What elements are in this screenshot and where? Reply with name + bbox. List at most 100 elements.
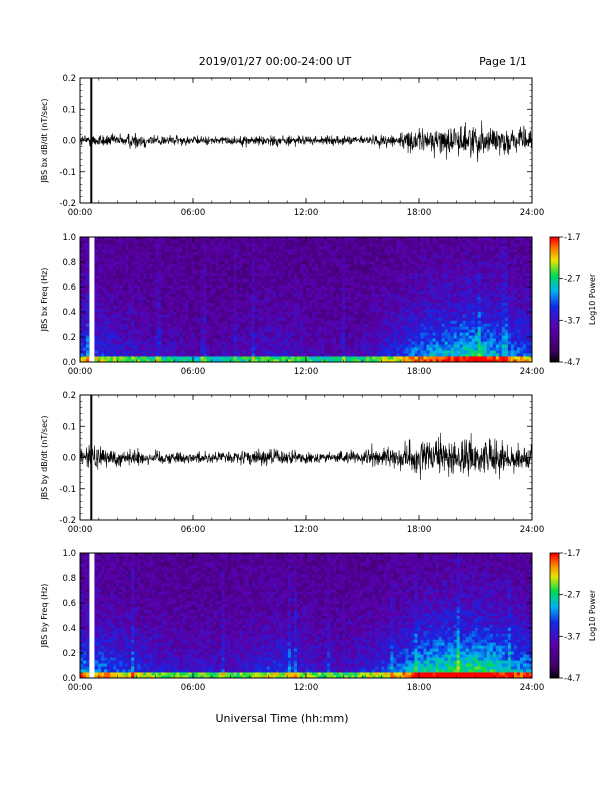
heatmap-cell [372, 359, 376, 363]
heatmap-cell [369, 248, 373, 253]
heatmap-cell [254, 356, 259, 360]
heatmap-cell [354, 263, 358, 268]
heatmap-cell [257, 284, 262, 288]
heatmap-cell [86, 350, 90, 354]
heatmap-cell [402, 350, 406, 354]
heatmap-cell [116, 272, 120, 277]
heatmap-cell [378, 359, 382, 363]
heatmap-cell [104, 263, 108, 268]
heatmap-cell [182, 272, 186, 277]
heatmap-cell [80, 239, 84, 244]
heatmap-cell [185, 353, 189, 357]
heatmap-cell [149, 359, 153, 363]
heatmap-cell [86, 341, 90, 345]
heatmap-cell [330, 269, 334, 274]
heatmap-cell [330, 278, 334, 283]
heatmap-cell [122, 275, 126, 280]
heatmap-cell [287, 353, 292, 357]
heatmap-cell [200, 308, 204, 312]
heatmap-cell [155, 296, 159, 300]
heatmap-cell [417, 323, 421, 327]
heatmap-cell [342, 308, 346, 312]
heatmap-cell [339, 257, 343, 262]
heatmap-cell [293, 329, 298, 333]
heatmap-cell [321, 341, 325, 345]
heatmap-cell [113, 237, 117, 241]
heatmap-cell [116, 269, 120, 274]
heatmap-cell [161, 350, 165, 354]
heatmap-cell [381, 341, 385, 345]
heatmap-cell [185, 317, 189, 321]
heatmap-cell [191, 248, 195, 253]
heatmap-cell [137, 308, 141, 312]
heatmap-cell [107, 254, 111, 259]
heatmap-cell [128, 290, 132, 294]
heatmap-cell [83, 350, 87, 354]
heatmap-cell [191, 260, 195, 265]
heatmap-cell [146, 299, 150, 303]
heatmap-cell [366, 353, 370, 357]
heatmap-cell [426, 266, 430, 271]
heatmap-cell [366, 278, 370, 283]
heatmap-cell [161, 293, 165, 297]
heatmap-cell [179, 266, 183, 271]
heatmap-cell [381, 335, 385, 339]
heatmap-cell [113, 251, 117, 256]
heatmap-cell [411, 356, 415, 360]
heatmap-cell [312, 278, 316, 283]
heatmap-cell [399, 275, 403, 280]
heatmap-cell [360, 272, 364, 277]
heatmap-cell [203, 263, 207, 268]
heatmap-cell [215, 251, 220, 256]
heatmap-cell [263, 260, 268, 265]
heatmap-cell [402, 281, 406, 286]
heatmap-cell [182, 320, 186, 324]
heatmap-cell [405, 254, 409, 259]
heatmap-cell [200, 311, 204, 315]
heatmap-cell [254, 305, 259, 309]
heatmap-cell [405, 305, 409, 309]
heatmap-cell [185, 308, 189, 312]
heatmap-cell [104, 353, 108, 357]
heatmap-cell [206, 344, 210, 348]
heatmap-cell [110, 323, 114, 327]
heatmap-cell [411, 284, 415, 288]
heatmap-cell [411, 329, 415, 333]
heatmap-cell [309, 245, 313, 250]
heatmap-cell [272, 323, 277, 327]
heatmap-cell [372, 263, 376, 268]
heatmap-cell [107, 350, 111, 354]
heatmap-cell [131, 281, 135, 286]
heatmap-cell [266, 299, 271, 303]
heatmap-cell [107, 275, 111, 280]
heatmap-cell [113, 293, 117, 297]
heatmap-cell [293, 257, 298, 262]
heatmap-cell [369, 239, 373, 244]
heatmap-cell [321, 317, 325, 321]
heatmap-cell [357, 320, 361, 324]
heatmap-cell [381, 269, 385, 274]
heatmap-cell [209, 272, 213, 277]
heatmap-cell [426, 329, 430, 333]
heatmap-cell [302, 293, 307, 297]
heatmap-cell [263, 263, 268, 268]
heatmap-cell [104, 344, 108, 348]
heatmap-cell [360, 341, 364, 345]
heatmap-cell [318, 296, 322, 300]
heatmap-cell [342, 329, 346, 333]
heatmap-cell [83, 251, 87, 256]
heatmap-cell [113, 269, 117, 274]
heatmap-cell [119, 338, 123, 342]
heatmap-cell [149, 314, 153, 318]
heatmap-cell [327, 356, 331, 360]
heatmap-cell [330, 335, 334, 339]
heatmap-cell [381, 242, 385, 247]
heatmap-cell [95, 242, 99, 247]
heatmap-cell [281, 251, 286, 256]
heatmap-cell [134, 335, 138, 339]
heatmap-cell [122, 320, 126, 324]
heatmap-cell [134, 275, 138, 280]
heatmap-cell [113, 287, 117, 291]
heatmap-cell [137, 269, 141, 274]
heatmap-cell [98, 326, 102, 330]
